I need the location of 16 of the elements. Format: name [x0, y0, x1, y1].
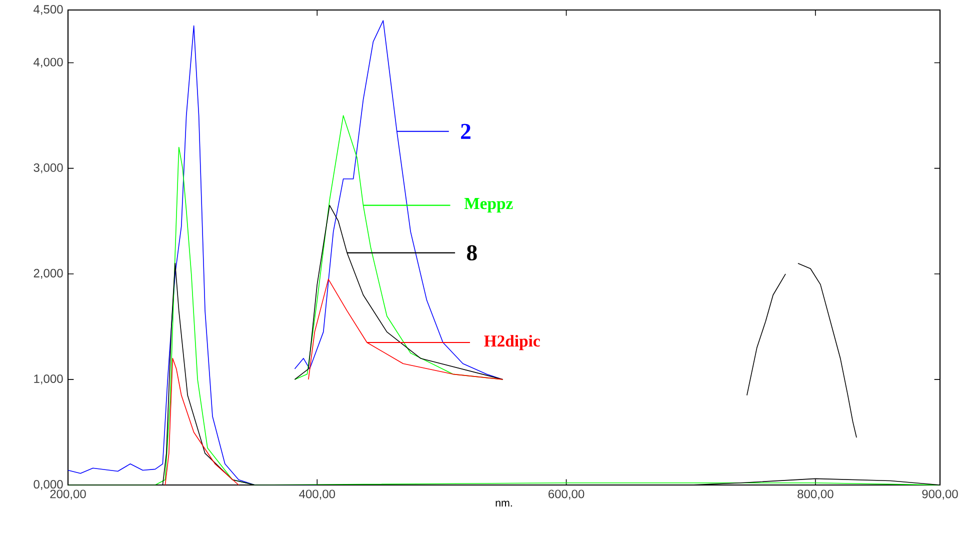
x-tick-label: 400,00: [299, 490, 336, 500]
x-tick-label: 600,00: [548, 490, 584, 500]
y-tick-label: 3,000: [34, 163, 63, 174]
text: Meppz: [464, 198, 513, 213]
series-label: H2dipic: [484, 334, 540, 350]
y-tick-label: 1,000: [34, 374, 63, 384]
x-tick-label: 800,00: [798, 490, 834, 500]
y-tick-label: 4,000: [34, 58, 63, 68]
y-tick-label: 4,500: [34, 5, 63, 15]
y-tick-label: 0,000: [34, 480, 63, 490]
legend-label: 2: [461, 124, 470, 139]
x-tick-label: 900,00: [922, 490, 958, 500]
legend-label: 8: [467, 245, 477, 260]
x-axis-title: nm.: [496, 500, 512, 507]
x-tick-label: 200,00: [50, 490, 86, 500]
y-tick-label: 2,000: [34, 268, 63, 279]
